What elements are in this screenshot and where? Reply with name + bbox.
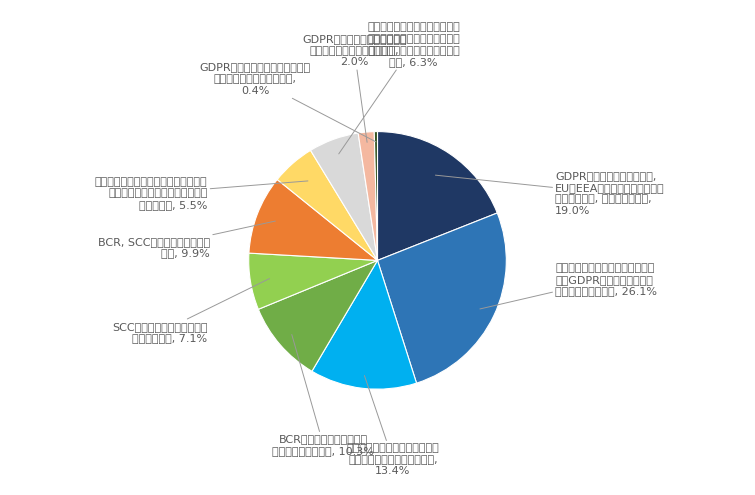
Wedge shape xyxy=(249,180,378,260)
Text: BCR（拘束的企業準則）に
則って移転している, 10.3%: BCR（拘束的企業準則）に 則って移転している, 10.3% xyxy=(273,335,374,456)
Text: 現在、個人データを移転できるよ
うにGDPR対応中（対応検討
中も含めて）である, 26.1%: 現在、個人データを移転できるよ うにGDPR対応中（対応検討 中も含めて）である… xyxy=(480,263,658,309)
Text: GDPRの存在は知っているが,
EU（EEA）との個人データの移
転がないため, 対応していない,
19.0%: GDPRの存在は知っているが, EU（EEA）との個人データの移 転がないため,… xyxy=(436,171,665,216)
Wedge shape xyxy=(277,150,378,260)
Text: SCC（標準契約条項）により
移転している, 7.1%: SCC（標準契約条項）により 移転している, 7.1% xyxy=(112,279,270,344)
Text: GDPRを特に気にすることなく個
人情報の移転を行っている,
0.4%: GDPRを特に気にすることなく個 人情報の移転を行っている, 0.4% xyxy=(199,62,376,142)
Text: BCR, SCC両方により移転して
いる, 9.9%: BCR, SCC両方により移転して いる, 9.9% xyxy=(98,221,276,258)
Wedge shape xyxy=(310,133,378,260)
Wedge shape xyxy=(248,253,378,309)
Text: 十分性認定＋補完ルールにのっとった
かたちで適正に個人情報の移転を
行っている, 5.5%: 十分性認定＋補完ルールにのっとった かたちで適正に個人情報の移転を 行っている,… xyxy=(95,177,308,210)
Text: 現地法人が対応しているので日
本法人とのデータ移転はない,
13.4%: 現地法人が対応しているので日 本法人とのデータ移転はない, 13.4% xyxy=(347,376,439,477)
Wedge shape xyxy=(358,132,378,260)
Wedge shape xyxy=(374,132,378,260)
Wedge shape xyxy=(312,260,417,389)
Text: GDPRに触れぬよう、個人情報
は移転しないようにしている,
2.0%: GDPRに触れぬよう、個人情報 は移転しないようにしている, 2.0% xyxy=(302,34,406,143)
Wedge shape xyxy=(378,213,507,383)
Wedge shape xyxy=(258,260,378,371)
Text: データ主体から明示的な同意を
得るなど、それ以外の合法的な
根拠（契約等）により移転して
いる, 6.3%: データ主体から明示的な同意を 得るなど、それ以外の合法的な 根拠（契約等）により… xyxy=(339,22,460,154)
Wedge shape xyxy=(378,132,498,260)
